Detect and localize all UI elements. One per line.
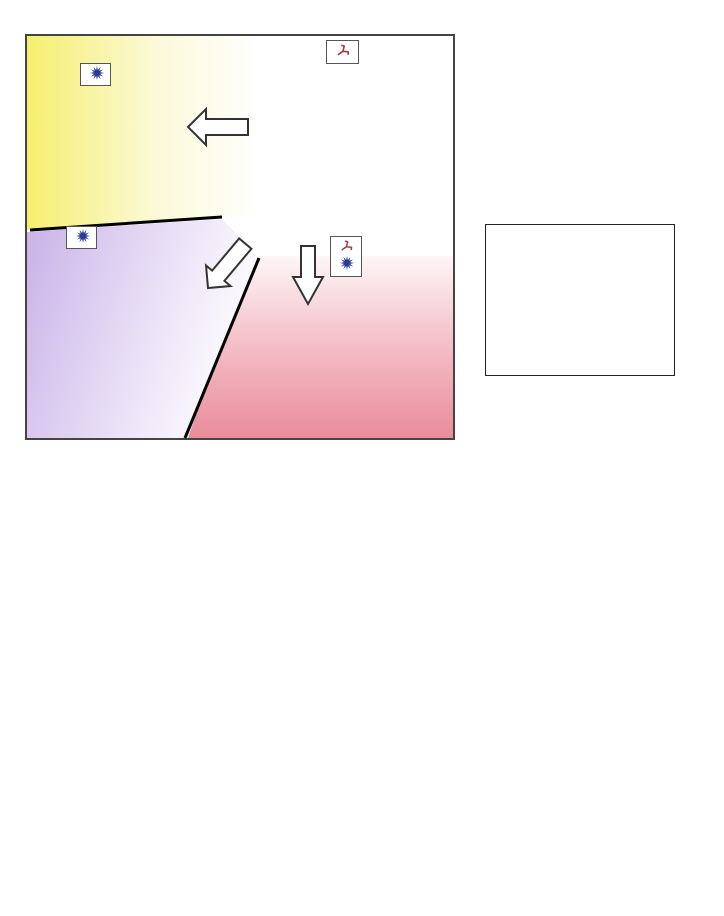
region-t37-bind	[188, 256, 453, 438]
series-legend	[485, 224, 675, 376]
t0-arrow	[186, 106, 249, 148]
panel-e	[0, 678, 250, 916]
label-stain-t0	[80, 63, 111, 87]
panel-d-chart	[440, 448, 724, 678]
panel-e-chart	[0, 678, 250, 916]
divider-line-1	[29, 215, 223, 232]
panel-c-chart	[240, 448, 450, 678]
antibody-icon	[334, 43, 351, 60]
label-incubate-bind	[330, 236, 362, 277]
down-arrow-icon	[291, 245, 325, 307]
panel-b-chart	[0, 448, 250, 678]
panel-g	[440, 678, 724, 916]
panel-d	[440, 448, 724, 678]
divider-line-2	[183, 257, 261, 439]
label-incubate-stain	[66, 226, 97, 250]
panel-f-chart	[240, 678, 450, 916]
panel-b	[0, 448, 250, 678]
panel-a-diagram	[25, 34, 455, 440]
panel-g-chart	[440, 678, 724, 916]
strep-pacificblue-icon	[90, 66, 104, 80]
panel-c	[240, 448, 450, 678]
region-t37-stain	[27, 219, 259, 438]
experiment-scheme-svg	[25, 34, 455, 440]
tgt0-arrow	[204, 237, 253, 290]
strep-pacificblue-icon	[76, 229, 90, 243]
strep-pacificblue-icon	[340, 256, 354, 271]
panel-f	[240, 678, 450, 916]
label-bind-4c	[326, 40, 359, 65]
antibody-icon	[338, 239, 354, 255]
